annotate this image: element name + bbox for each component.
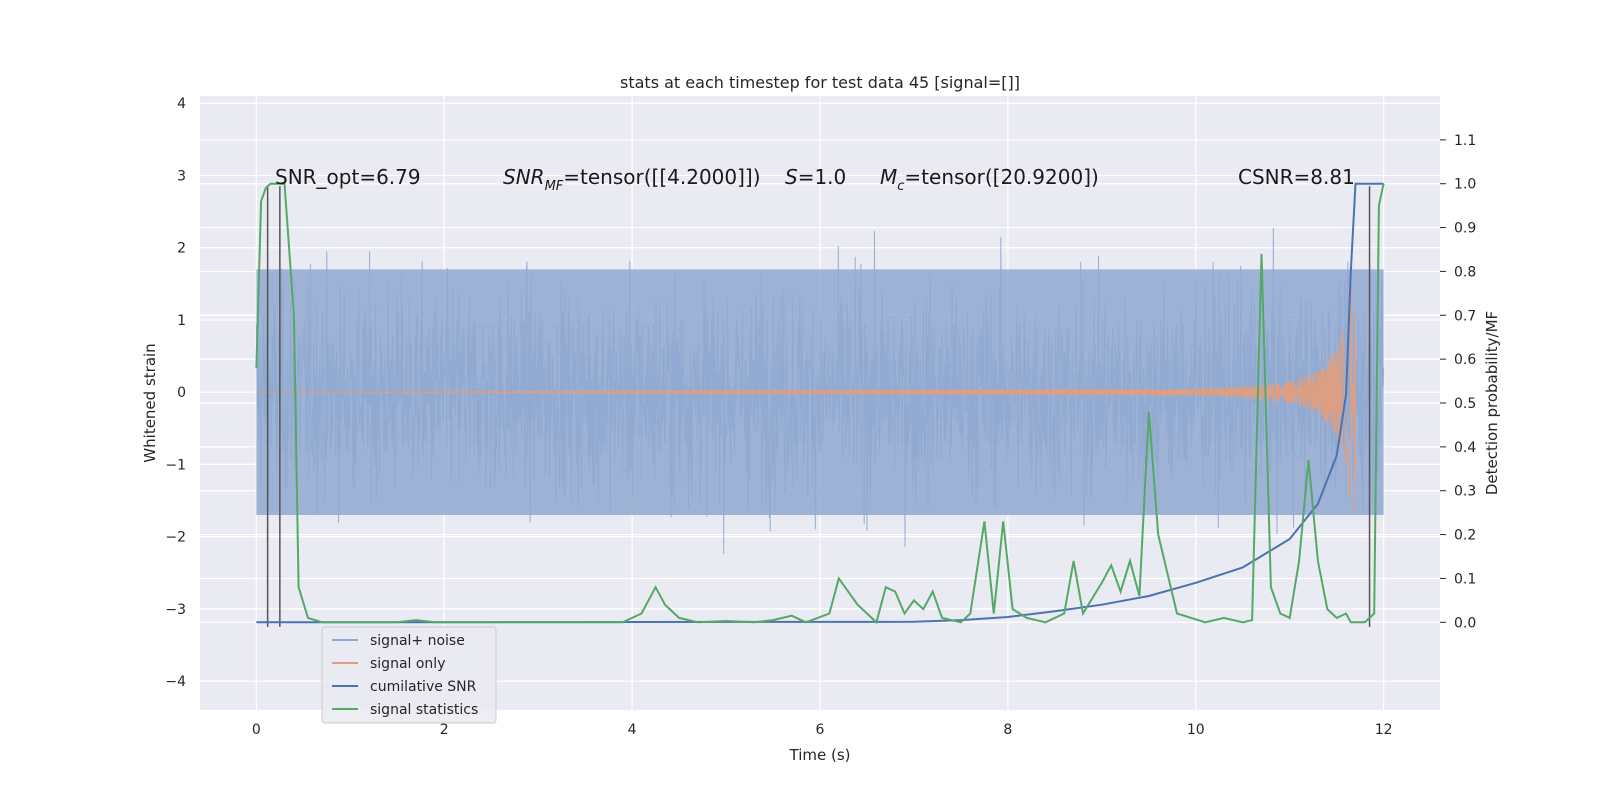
snr-mf-value: =tensor([[4.2000]]) [563,165,760,189]
annotation-snr-opt: SNR_opt=6.79 [275,165,421,189]
legend: signal+ noise signal only cumilative SNR… [321,626,497,724]
y-tick-label: 0 [177,385,186,401]
series-cumilative-snr [256,182,1384,624]
legend-box [321,626,497,724]
x-tick-label: 2 [440,722,449,738]
y2-tick-label: 0.0 [1454,615,1476,631]
snr-mf-sub: MF [545,179,564,194]
legend-label-signal-noise: signal+ noise [370,633,465,649]
annotation-s: S=1.0 [785,165,846,189]
y-tick-labels: −4 −3 −2 −1 0 1 2 3 4 [165,96,186,690]
x-tick-labels: 0 2 4 6 8 10 12 [252,722,1393,738]
x-tick-label: 6 [816,722,825,738]
y-tick-label: 2 [177,241,186,257]
vertical-markers [266,186,1371,627]
y2-tick-label: 0.4 [1454,440,1476,456]
y2-tick-labels: 0.0 0.1 0.2 0.3 0.4 0.5 0.6 0.7 0.8 0.9 1.0 1.1 [1440,133,1476,631]
y-tick-label: −4 [165,674,186,690]
signal-only-line [256,289,1356,512]
series-signal-only [256,289,1356,512]
legend-label-cumilative-snr: cumilative SNR [370,679,477,695]
snr-mf-base: SNR [503,165,545,189]
x-tick-label: 12 [1375,722,1393,738]
y2-tick-label: 1.1 [1454,133,1476,149]
mc-value: =tensor([20.9200]) [904,165,1098,189]
y2-tick-label: 0.6 [1454,352,1476,368]
y2-tick-label: 0.2 [1454,528,1476,544]
y-tick-label: 3 [177,168,186,184]
x-axis-label: Time (s) [789,746,851,764]
s-value: =1.0 [798,165,847,189]
x-tick-label: 10 [1187,722,1205,738]
y2-axis-label: Detection probability/MF [1483,311,1501,495]
y2-tick-label: 0.1 [1454,571,1476,587]
y2-tick-label: 0.3 [1454,484,1476,500]
y2-tick-label: 0.8 [1454,264,1476,280]
y-tick-label: 4 [177,96,186,112]
noise-line [255,227,1385,555]
annotation-csnr: CSNR=8.81 [1238,165,1355,189]
y2-tick-label: 0.5 [1454,396,1476,412]
x-tick-label: 0 [252,722,261,738]
mc-base: M [880,165,897,189]
x-tick-label: 4 [628,722,637,738]
series-signal-statistics [255,182,1385,625]
y2-tick-label: 0.7 [1454,308,1476,324]
legend-label-signal-statistics: signal statistics [370,702,478,718]
s-label: S [785,165,798,189]
y-axis-label: Whitened strain [141,343,159,462]
signal-statistics-line [255,182,1385,625]
y2-tick-label: 1.0 [1454,177,1476,193]
cumilative-snr-line [256,182,1384,624]
annotation-snr-mf: SNRMF=tensor([[4.2000]]) [503,165,761,194]
y-tick-label: −3 [165,602,186,618]
annotation-mc: Mc=tensor([20.9200]) [880,165,1099,194]
legend-label-signal-only: signal only [370,656,445,672]
x-tick-label: 8 [1003,722,1012,738]
y-tick-label: −2 [165,530,186,546]
y-tick-label: 1 [177,313,186,329]
y2-tick-label: 0.9 [1454,221,1476,237]
y-tick-label: −1 [165,457,186,473]
chart-title: stats at each timestep for test data 45 … [620,73,1020,92]
mc-sub: c [897,179,904,194]
